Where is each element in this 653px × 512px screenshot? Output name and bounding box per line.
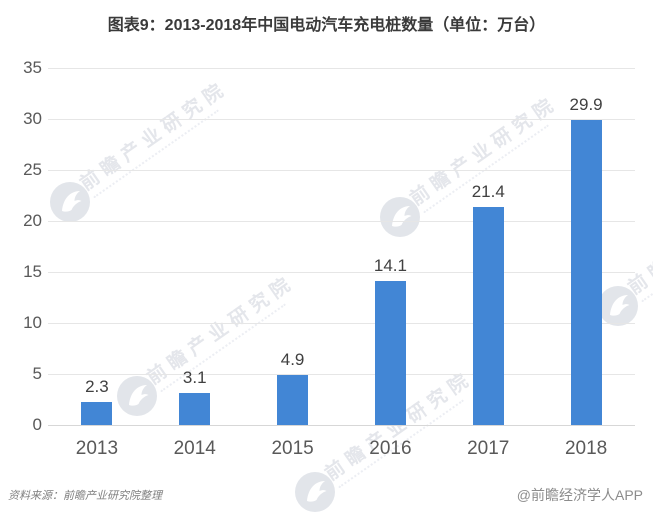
gridline	[48, 170, 635, 171]
watermark-text: 前瞻产业研究院	[624, 181, 653, 300]
bar-2014	[179, 393, 211, 425]
value-label: 14.1	[373, 256, 407, 276]
gridline	[48, 68, 635, 69]
gridline	[48, 323, 635, 324]
watermark-text: 前瞻产业研究院	[76, 77, 232, 196]
gridline	[48, 119, 635, 120]
y-tick-label: 0	[32, 415, 42, 434]
qianzhan-logo-icon	[50, 182, 90, 222]
qianzhan-logo-icon	[295, 472, 335, 512]
value-label: 29.9	[569, 95, 603, 115]
y-tick-label: 30	[23, 109, 42, 128]
bar-2015	[277, 375, 309, 425]
gridline	[48, 221, 635, 222]
y-tick-label: 20	[23, 211, 42, 230]
x-tick-label: 2013	[75, 438, 119, 459]
watermark: 前瞻产业研究院	[598, 181, 653, 326]
x-tick-label: 2018	[564, 438, 608, 459]
watermark: 前瞻产业研究院	[50, 77, 232, 222]
value-label: 2.3	[85, 376, 109, 396]
bar-2017	[472, 206, 504, 425]
qianzhan-logo-icon	[117, 376, 157, 416]
y-tick-label: 15	[23, 262, 42, 281]
bar-2013	[81, 401, 113, 425]
y-tick-label: 5	[32, 364, 42, 383]
watermark: 前瞻产业研究院	[295, 367, 477, 512]
gridline	[48, 272, 635, 273]
qianzhan-logo-icon	[598, 286, 638, 326]
value-label: 3.1	[182, 368, 207, 388]
source-note: 资料来源：前瞻产业研究院整理	[8, 490, 162, 502]
value-label: 21.4	[471, 181, 505, 201]
y-tick-label: 35	[23, 58, 42, 77]
y-tick-label: 10	[23, 313, 42, 332]
bar-2016	[374, 281, 406, 425]
gridline	[48, 374, 635, 375]
x-tick-label: 2015	[271, 438, 314, 459]
chart-title: 图表9：2013-2018年中国电动汽车充电桩数量（单位：万台）	[107, 17, 546, 34]
bar-2018	[570, 120, 602, 425]
x-axis-line	[48, 425, 635, 426]
credit-badge: @前瞻经济学人APP	[516, 487, 643, 503]
y-tick-label: 25	[23, 160, 42, 179]
watermark-text-group: 前瞻产业研究院	[622, 177, 653, 304]
x-tick-label: 2016	[369, 438, 412, 459]
watermark: 前瞻产业研究院	[117, 271, 299, 416]
x-tick-label: 2014	[173, 438, 216, 459]
watermark: 前瞻产业研究院	[380, 92, 562, 237]
value-label: 4.9	[280, 350, 305, 370]
watermark-text-group: 前瞻产业研究院	[74, 73, 236, 200]
x-tick-label: 2017	[467, 438, 510, 459]
